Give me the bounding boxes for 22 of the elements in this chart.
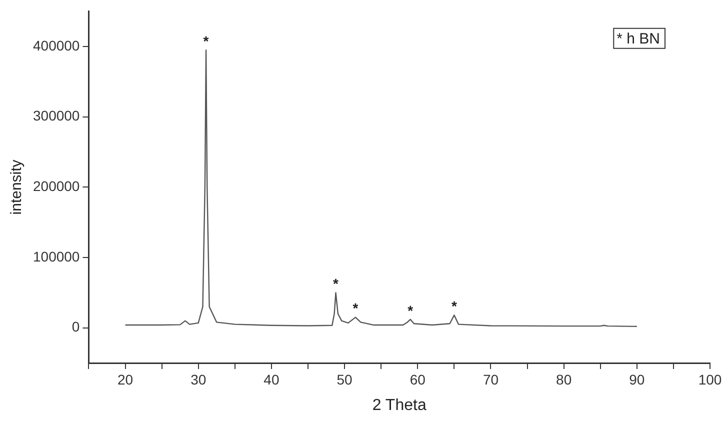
annotation: * — [408, 302, 414, 318]
y-tick-label: 300000 — [33, 108, 80, 124]
y-tick-label: 200000 — [33, 178, 80, 194]
x-tick-label: 70 — [482, 371, 499, 388]
x-tick-label: 50 — [336, 371, 353, 388]
x-tick-label: 40 — [264, 371, 280, 388]
x-axis-title: 2 Theta — [372, 396, 426, 414]
annotation: * — [203, 32, 210, 49]
x-tick-label: 90 — [629, 371, 645, 388]
annotation: * — [451, 298, 458, 314]
x-tick-label: 60 — [410, 371, 426, 388]
x-tick-label: 100 — [698, 371, 722, 388]
y-axis-title: intensity — [8, 159, 26, 215]
x-tick-label: 80 — [556, 371, 572, 388]
x-tick-label: 20 — [117, 371, 134, 388]
y-tick-label: 100000 — [33, 248, 80, 264]
x-tick-label: 30 — [190, 371, 206, 388]
y-tick-label: 0 — [72, 318, 80, 335]
annotation: * — [352, 300, 359, 316]
annotation: * — [333, 276, 340, 292]
y-tick-label: 400000 — [33, 37, 80, 54]
annotation: * h BN — [616, 30, 660, 48]
